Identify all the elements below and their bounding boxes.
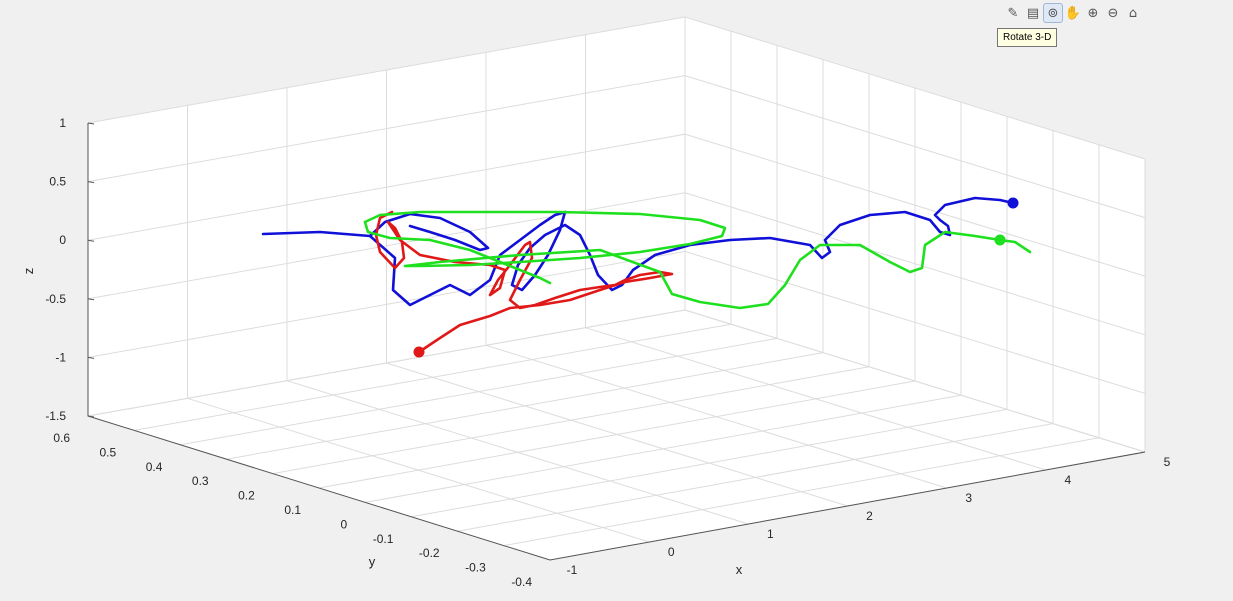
y-tick-label: 0.5 — [100, 445, 117, 459]
z-tick-mark — [87, 356, 95, 359]
x-tick-label: 3 — [965, 491, 972, 505]
grid-y-floor — [411, 408, 1008, 518]
z-tick-label: 1 — [59, 116, 66, 130]
axes-toolbar: ✎ ▤ ⊚ ✋ ⊕ ⊖ ⌂ — [1004, 2, 1142, 24]
z-tick-mark — [87, 122, 95, 125]
y-tick-label: 0 — [341, 517, 348, 531]
axes-edges — [87, 122, 1146, 561]
grid-z — [87, 133, 1146, 277]
grid-z — [87, 192, 1146, 336]
brush-icon[interactable]: ✎ — [1007, 5, 1019, 21]
y-tick-label: -0.1 — [373, 532, 394, 546]
z-tick-label: -1 — [55, 350, 66, 364]
y-tick-label: 0.4 — [146, 460, 163, 474]
home-icon[interactable]: ⌂ — [1128, 5, 1138, 21]
pan-hand-icon[interactable]: ✋ — [1064, 5, 1082, 21]
green-curve-loop — [363, 220, 552, 285]
blue-curve-loop — [368, 212, 490, 252]
grid-z — [87, 16, 1146, 160]
grid-y-floor — [318, 380, 916, 489]
tick-labels: 1 0.5 0 -0.5 -1 -1.5 0.6 0.5 0.4 0.3 0.2 0.1 0 -0.1 -0… — [45, 116, 1170, 589]
grid-y-floor — [457, 423, 1054, 532]
grid-y-floor — [180, 337, 778, 446]
grid-lines — [87, 16, 1146, 561]
y-axis-label: y — [369, 554, 376, 569]
blue-curve — [261, 196, 1015, 307]
y-tick-label: -0.3 — [465, 561, 486, 575]
zoom-in-icon[interactable]: ⊕ — [1087, 5, 1099, 21]
y-tick-label: -0.4 — [511, 575, 532, 589]
x-tick-label: 0 — [668, 545, 675, 559]
red-curve — [374, 210, 674, 354]
z-tick-label: -0.5 — [45, 292, 66, 306]
x-axis-label: x — [736, 562, 743, 577]
axis-lines — [87, 123, 1146, 561]
z-tick-mark — [87, 181, 95, 184]
data-curves — [261, 196, 1032, 358]
green-curve-end-marker — [994, 234, 1006, 246]
tooltip: Rotate 3-D — [997, 28, 1058, 47]
x-tick-label: 5 — [1164, 455, 1171, 469]
grid-y-floor — [226, 352, 824, 460]
grid-z — [87, 75, 1146, 219]
rotate-3d-icon[interactable]: ⊚ — [1043, 3, 1063, 23]
grid-z — [87, 309, 1146, 453]
x-tick-label: 2 — [866, 509, 873, 523]
x-tick-label: 1 — [767, 527, 774, 541]
z-tick-mark — [87, 239, 95, 242]
x-tick-label: -1 — [567, 563, 578, 577]
y-tick-label: 0.2 — [238, 489, 255, 503]
insert-legend-icon[interactable]: ▤ — [1026, 5, 1040, 21]
red-curve-end-marker — [413, 346, 425, 358]
z-tick-mark — [87, 298, 95, 301]
z-tick-label: -1.5 — [45, 409, 66, 423]
z-tick-label: 0.5 — [49, 175, 66, 189]
blue-curve-end-marker — [1007, 197, 1019, 209]
y-tick-label: 0.1 — [284, 503, 301, 517]
y-tick-label: 0.6 — [53, 431, 70, 445]
grid-y-floor — [503, 437, 1100, 547]
y-tick-label: 0.3 — [192, 474, 209, 488]
z-tick-label: 0 — [59, 233, 66, 247]
grid-y-floor — [272, 366, 870, 475]
z-axis-label: z — [21, 268, 36, 275]
z-tick-mark — [87, 415, 95, 418]
y-tick-label: -0.2 — [419, 546, 440, 560]
grid-z — [87, 250, 1146, 394]
x-tick-label: 4 — [1064, 473, 1071, 487]
zoom-out-icon[interactable]: ⊖ — [1107, 5, 1119, 21]
grid-y-floor — [365, 394, 962, 503]
green-curve — [363, 210, 1032, 310]
grid-y-floor — [134, 323, 732, 431]
